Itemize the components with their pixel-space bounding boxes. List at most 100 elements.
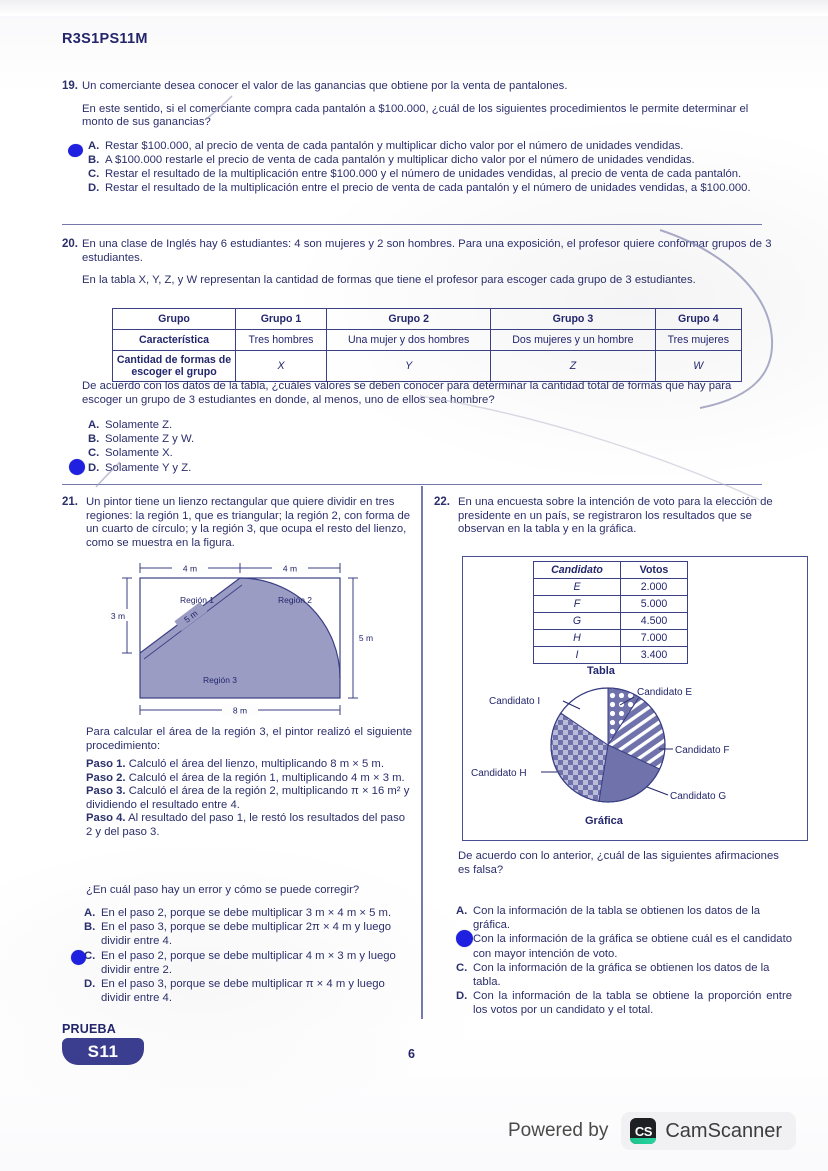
step-2-text: Calculó el área de la región 1, multipli… [128, 771, 405, 784]
question-22-figure-box: Candidato Votos E 2.000 F 5.000 G 4.500 … [462, 556, 808, 841]
question-19-stem-1: Un comerciante desea conocer el valor de… [82, 80, 568, 92]
question-20-stem-2: En la tabla X, Y, Z, y W representan la … [82, 274, 696, 287]
option-c-letter: C. [456, 961, 468, 974]
option-b-letter: B. [88, 153, 100, 166]
camscanner-watermark: Powered by CS CamScanner [508, 1112, 797, 1150]
answer-mark-q21 [71, 950, 86, 965]
option-c-letter: C. [88, 447, 100, 460]
step-3-text: Calculó el área de la región 2, multipli… [86, 785, 410, 811]
option-b[interactable]: B. En el paso 3, porque se debe multipli… [82, 920, 412, 948]
table-row-groups: Grupo Grupo 1 Grupo 2 Grupo 3 Grupo 4 [112, 308, 743, 330]
option-d-letter: D. [84, 978, 96, 991]
candidate-i: I [533, 646, 621, 664]
characteristic-2: Una mujer y dos hombres [326, 329, 492, 351]
table-row-values: Cantidad de formas de escoger el grupo X… [112, 350, 743, 382]
option-d[interactable]: D. Restar el resultado de la multiplicac… [86, 181, 776, 195]
table-row: E 2.000 [533, 578, 688, 596]
question-22-number: 22. [434, 496, 450, 508]
pie-label-candidate-f: Candidato F [675, 745, 729, 756]
pie-label-candidate-e: Candidato E [637, 687, 692, 698]
option-a[interactable]: A. Restar $100.000, al precio de venta d… [86, 139, 776, 153]
option-b[interactable]: B. Con la información de la gráfica se o… [454, 932, 792, 960]
characteristic-3: Dos mujeres y un hombre [490, 329, 656, 351]
group-4-header: Grupo 4 [654, 308, 743, 330]
figure-label-region-2: Región 2 [278, 595, 312, 605]
page-number: 6 [408, 1047, 415, 1061]
pie-label-candidate-h: Candidato H [471, 768, 527, 779]
question-21: 21. Un pintor tiene un lienzo rectangula… [62, 496, 412, 550]
camscanner-chip: CS CamScanner [621, 1112, 797, 1150]
powered-by-label: Powered by [508, 1120, 609, 1141]
votes-g: 4.500 [620, 612, 688, 630]
question-19: 19. Un comerciante desea conocer el valo… [62, 80, 762, 196]
question-20-stem-3: De acuerdo con los datos de la tabla, ¿c… [82, 380, 732, 406]
candidate-f: F [533, 595, 621, 613]
row-header-caracteristica: Característica [112, 329, 236, 351]
votes-table: Candidato Votos E 2.000 F 5.000 G 4.500 … [533, 561, 688, 664]
step-2-label: Paso 2. [86, 771, 126, 784]
votes-e: 2.000 [620, 578, 688, 596]
table-row: H 7.000 [533, 629, 688, 647]
step-1: Paso 1. Calculó el área del lienzo, mult… [86, 758, 414, 772]
option-a[interactable]: A. Con la información de la tabla se obt… [454, 904, 792, 932]
option-d-text: Con la información de la tabla se obtien… [473, 990, 792, 1017]
pie-label-candidate-i: Candidato I [489, 696, 540, 707]
option-b[interactable]: B. Solamente Z y W. [86, 432, 486, 446]
option-a[interactable]: A. Solamente Z. [86, 418, 486, 432]
question-21-options: A. En el paso 2, porque se debe multipli… [82, 906, 412, 1005]
row-header-cantidad: Cantidad de formas de escoger el grupo [112, 350, 236, 382]
option-d-text: Solamente Y y Z. [105, 461, 192, 474]
candidate-h: H [533, 629, 621, 647]
option-d[interactable]: D. Con la información de la tabla se obt… [454, 989, 792, 1017]
divider-2 [62, 484, 762, 485]
page-code: R3S1PS11M [62, 31, 148, 47]
question-20: 20. En una clase de Inglés hay 6 estudia… [62, 238, 772, 288]
question-19-number: 19. [62, 80, 78, 92]
option-b-letter: B. [84, 921, 96, 934]
brand-label-prueba: PRUEBA [62, 1022, 116, 1036]
groups-table: Grupo Grupo 1 Grupo 2 Grupo 3 Grupo 4 Ca… [112, 308, 743, 382]
figure-label-region-3: Región 3 [203, 675, 237, 685]
camscanner-app-name: CamScanner [665, 1119, 783, 1142]
value-w: W [654, 350, 743, 382]
group-2-header: Grupo 2 [326, 308, 492, 330]
option-c[interactable]: C. En el paso 2, porque se debe multipli… [82, 949, 412, 977]
option-b[interactable]: B. A $100.000 restarle el precio de vent… [86, 153, 776, 167]
question-20-options: A. Solamente Z. B. Solamente Z y W. C. S… [86, 418, 486, 475]
candidate-e: E [533, 578, 621, 596]
group-3-header: Grupo 3 [490, 308, 656, 330]
canvas-regions-figure: 4 m 4 m 3 m 5 m 8 m 5 m Región 1 Región … [108, 562, 373, 716]
question-21-question: ¿En cuál paso hay un error y cómo se pue… [86, 884, 360, 896]
question-19-stem-2: En este sentido, si el comerciante compr… [82, 102, 749, 129]
option-d-letter: D. [88, 182, 100, 195]
figure-label-top-left: 4 m [183, 564, 197, 574]
table-caption: Tabla [587, 665, 615, 677]
option-c[interactable]: C. Solamente X. [86, 446, 486, 460]
option-d-text: Restar el resultado de la multiplicación… [105, 182, 751, 195]
option-c[interactable]: C. Restar el resultado de la multiplicac… [86, 167, 776, 181]
option-c[interactable]: C. Con la información de la gráfica se o… [454, 961, 792, 989]
question-21-number: 21. [62, 496, 78, 508]
figure-label-bottom: 8 m [233, 706, 247, 716]
page-top-edge [0, 0, 828, 16]
option-b-text: En el paso 3, porque se debe multiplicar… [101, 921, 392, 948]
option-c-text: En el paso 2, porque se debe multiplicar… [101, 949, 396, 976]
option-d-letter: D. [88, 461, 100, 474]
question-22-question: De acuerdo con lo anterior, ¿cuál de las… [458, 850, 779, 876]
divider-1 [62, 224, 762, 225]
brand-label-s11: S11 [62, 1038, 144, 1065]
option-a[interactable]: A. En el paso 2, porque se debe multipli… [82, 906, 412, 920]
option-b-letter: B. [88, 433, 100, 446]
table-row: F 5.000 [533, 595, 688, 613]
option-d[interactable]: D. En el paso 3, porque se debe multipli… [82, 977, 412, 1005]
column-header-votos: Votos [620, 561, 688, 579]
figure-label-left: 3 m [111, 611, 125, 621]
question-20-number: 20. [62, 238, 78, 250]
column-header-candidato: Candidato [533, 561, 621, 579]
figure-label-region-1: Región 1 [180, 595, 214, 605]
option-d[interactable]: D. Solamente Y y Z. [86, 461, 486, 475]
figure-label-right: 5 m [359, 633, 373, 643]
step-1-label: Paso 1. [86, 758, 126, 770]
step-4-text: Al resultado del paso 1, le restó los re… [86, 812, 406, 838]
